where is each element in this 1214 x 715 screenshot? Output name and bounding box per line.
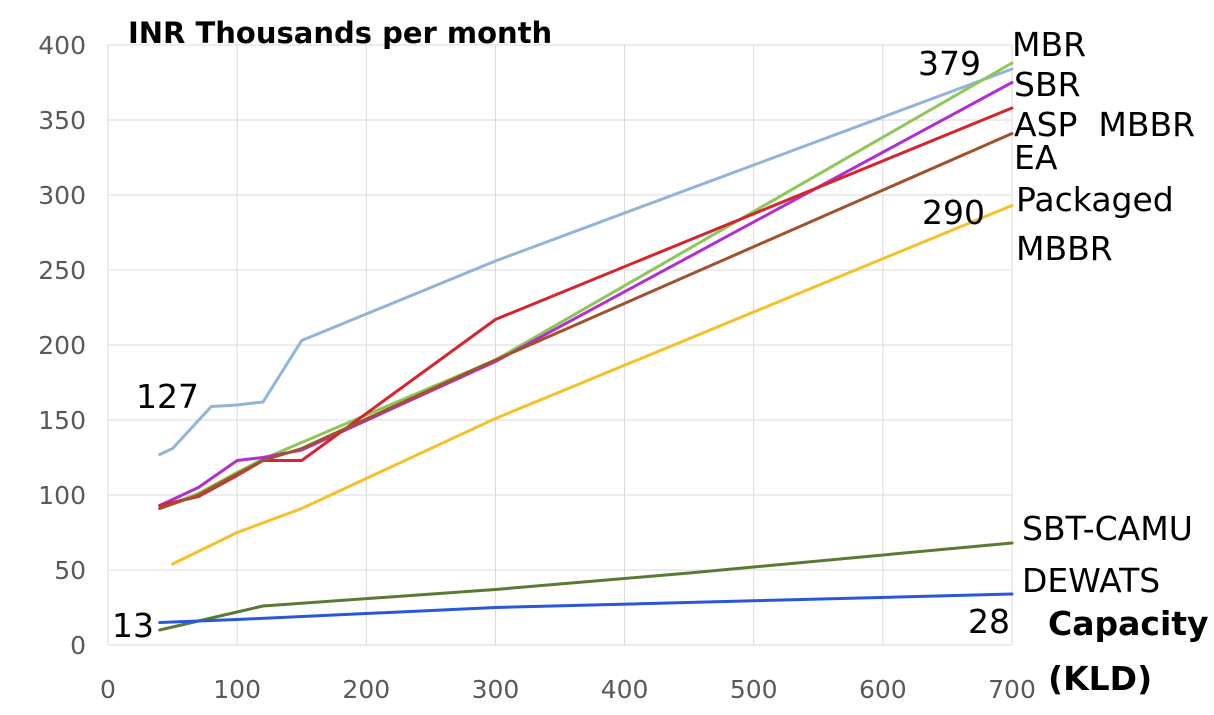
x-tick-label: 100 [213, 675, 261, 704]
annotation-28: 28 [968, 602, 1010, 641]
series-line-unnamed-1 [158, 61, 1014, 510]
y-tick-label: 50 [54, 556, 86, 585]
y-tick-label: 200 [38, 331, 86, 360]
x-tick-label: 700 [988, 675, 1036, 704]
y-tick-label: 100 [38, 481, 86, 510]
label-sbt-camu: SBT-CAMU [1022, 509, 1193, 548]
y-tick-label: 150 [38, 406, 86, 435]
series-line-dewats [158, 592, 1014, 624]
annotation-127: 127 [136, 377, 199, 416]
x-tick-label: 300 [472, 675, 520, 704]
chart-title: INR Thousands per month [128, 16, 552, 50]
x-tick-label: 200 [342, 675, 390, 704]
y-tick-label: 250 [38, 256, 86, 285]
label-packaged: Packaged [1016, 180, 1174, 219]
x-tick-label: 400 [601, 675, 649, 704]
x-axis-ticks: 0 100 200 300 400 500 600 700 [100, 675, 1036, 704]
label-mbr: MBR [1012, 25, 1086, 64]
series-labels: MBR SBR ASP MBBR EA Packaged MBBR SBT-CA… [1012, 25, 1195, 600]
label-ea: EA [1014, 138, 1058, 177]
grid [107, 44, 1013, 646]
series-line-packaged [171, 204, 1014, 566]
series-line-mbr [158, 67, 1014, 456]
y-axis-ticks: 0 50 100 150 200 250 300 350 400 [38, 31, 86, 660]
x-tick-label: 600 [859, 675, 907, 704]
x-tick-label: 0 [100, 675, 116, 704]
series-lines [158, 61, 1014, 632]
annotation-290: 290 [922, 193, 985, 232]
label-dewats: DEWATS [1022, 561, 1160, 600]
series-line-sbr [158, 81, 1014, 507]
x-axis-title-line-2: (KLD) [1048, 659, 1152, 698]
x-tick-label: 500 [730, 675, 778, 704]
series-line-ea [158, 132, 1014, 510]
annotation-13: 13 [112, 606, 154, 645]
y-tick-label: 300 [38, 181, 86, 210]
label-asp-mbbr: ASP MBBR [1014, 105, 1195, 144]
label-mbbr: MBBR [1016, 229, 1113, 268]
annotations: 127 379 290 13 28 [112, 44, 1010, 645]
x-axis-title-line-1: Capacity [1048, 604, 1209, 643]
y-tick-label: 400 [38, 31, 86, 60]
y-tick-label: 0 [70, 631, 86, 660]
y-tick-label: 350 [38, 106, 86, 135]
annotation-379: 379 [918, 44, 981, 83]
label-sbr: SBR [1014, 65, 1081, 104]
